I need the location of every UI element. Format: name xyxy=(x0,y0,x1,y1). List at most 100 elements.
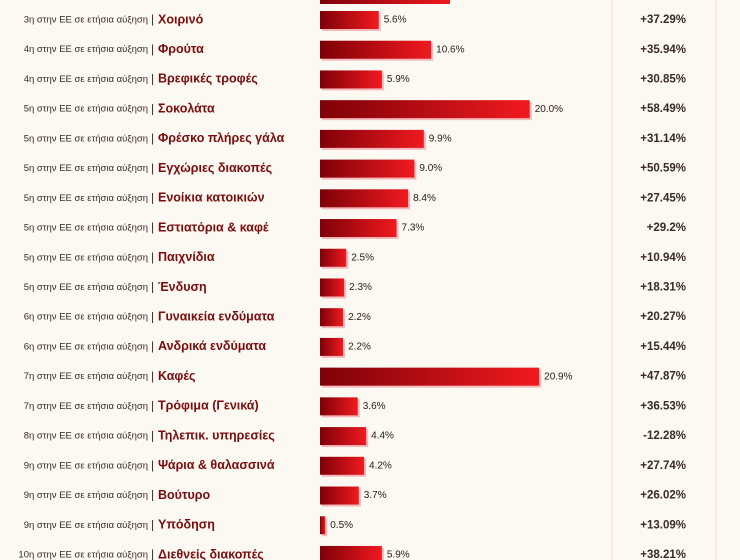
category-label: Σοκολάτα xyxy=(158,101,215,115)
value-label: 3.7% xyxy=(364,490,387,501)
rank-label: 7η στην ΕΕ σε ετήσια αύξηση xyxy=(24,371,148,382)
category-label: Καφές xyxy=(158,369,196,383)
rank-label: 5η στην ΕΕ σε ετήσια αύξηση xyxy=(24,252,148,263)
bar xyxy=(320,427,367,446)
separator: | xyxy=(151,72,154,86)
value-label: 5.9% xyxy=(387,550,410,560)
separator: | xyxy=(151,190,154,204)
separator: | xyxy=(151,517,154,531)
annual-change: +50.59% xyxy=(640,163,686,175)
separator: | xyxy=(151,161,154,175)
bar xyxy=(320,456,365,475)
category-label: Εγχώριες διακοπές xyxy=(158,161,272,175)
bar xyxy=(320,516,326,535)
rank-label: 9η στην ΕΕ σε ετήσια αύξηση xyxy=(24,460,148,471)
category-label: Ενοίκια κατοικιών xyxy=(158,191,265,205)
annual-change: +27.45% xyxy=(640,192,686,204)
value-label: 4.2% xyxy=(369,460,392,471)
rank-label: 7η στην ΕΕ σε ετήσια αύξηση xyxy=(24,401,148,412)
separator: | xyxy=(151,547,154,560)
bar xyxy=(320,70,382,89)
annual-change: +35.94% xyxy=(640,44,686,56)
rank-label: 6η στην ΕΕ σε ετήσια αύξηση xyxy=(24,341,148,352)
separator: | xyxy=(151,399,154,413)
bar xyxy=(320,219,397,238)
category-label: Ανδρικά ενδύματα xyxy=(158,339,266,353)
value-label: 10.6% xyxy=(436,44,464,55)
separator: | xyxy=(151,369,154,383)
value-label: 2.3% xyxy=(349,282,372,293)
value-label: 5.6% xyxy=(384,15,407,26)
category-label: Υπόδηση xyxy=(158,518,215,532)
rank-label: 5η στην ΕΕ σε ετήσια αύξηση xyxy=(24,282,148,293)
value-label: 2.2% xyxy=(348,312,371,323)
bar xyxy=(320,40,432,59)
annual-change: +31.14% xyxy=(640,133,686,145)
rank-label: 5η στην ΕΕ σε ετήσια αύξηση xyxy=(24,223,148,234)
value-label: 8.4% xyxy=(413,193,436,204)
value-label: 9.9% xyxy=(429,134,452,145)
bar xyxy=(320,129,424,148)
bar xyxy=(320,278,345,297)
category-label: Γυναικεία ενδύματα xyxy=(158,309,275,323)
value-label: 5.9% xyxy=(387,74,410,85)
rank-label: 8η στην ΕΕ σε ετήσια αύξηση xyxy=(24,431,148,442)
annual-change: +26.02% xyxy=(640,490,686,502)
annual-change: +29.2% xyxy=(647,222,686,234)
separator: | xyxy=(151,488,154,502)
annual-change: -12.28% xyxy=(643,430,686,442)
separator: | xyxy=(151,220,154,234)
annual-change: +47.87% xyxy=(640,371,686,383)
value-label: 20.9% xyxy=(544,371,572,382)
separator: | xyxy=(151,309,154,323)
bar xyxy=(320,248,347,267)
bar xyxy=(320,189,409,208)
annual-change: +36.53% xyxy=(640,400,686,412)
category-label: Διεθνείς διακοπές xyxy=(158,547,264,560)
separator: | xyxy=(151,42,154,56)
separator: | xyxy=(151,101,154,115)
category-label: Εστιατόρια & καφέ xyxy=(158,220,269,234)
category-label: Χοιρινό xyxy=(158,12,204,26)
value-label: 3.6% xyxy=(363,401,386,412)
category-label: Τρόφιμα (Γενικά) xyxy=(158,399,259,413)
bar xyxy=(320,486,359,505)
value-label: 2.5% xyxy=(351,252,374,263)
bar xyxy=(320,397,358,416)
annual-change: +10.94% xyxy=(640,252,686,264)
category-label: Φρούτα xyxy=(158,42,204,56)
separator: | xyxy=(151,250,154,264)
rank-label: 5η στην ΕΕ σε ετήσια αύξηση xyxy=(24,193,148,204)
annual-change: +27.74% xyxy=(640,460,686,472)
bar xyxy=(320,545,382,560)
bar xyxy=(320,337,344,356)
annual-change: +20.27% xyxy=(640,311,686,323)
bar xyxy=(320,11,379,29)
category-label: Φρέσκο πλήρες γάλα xyxy=(158,131,285,145)
category-label: Ένδυση xyxy=(158,280,207,294)
category-label: Ψάρια & θαλασσινά xyxy=(158,458,275,472)
value-label: 9.0% xyxy=(419,163,442,174)
category-label: Τηλεπικ. υπηρεσίες xyxy=(158,428,275,442)
annual-change: +38.21% xyxy=(640,549,686,560)
rank-label: 10η στην ΕΕ σε ετήσια αύξηση xyxy=(18,549,148,560)
separator: | xyxy=(151,131,154,145)
category-label: Παιχνίδια xyxy=(158,250,215,264)
annual-change: +58.49% xyxy=(640,103,686,115)
category-label: Βρεφικές τροφές xyxy=(158,72,258,86)
annual-change: +15.44% xyxy=(640,341,686,353)
separator: | xyxy=(151,458,154,472)
value-label: 7.3% xyxy=(402,223,425,234)
annual-change: +37.29% xyxy=(640,14,686,26)
rank-label: 9η στην ΕΕ σε ετήσια αύξηση xyxy=(24,490,148,501)
rank-label: 5η στην ΕΕ σε ετήσια αύξηση xyxy=(24,104,148,115)
category-label: Βούτυρο xyxy=(158,488,211,502)
separator: | xyxy=(151,280,154,294)
rank-label: 9η στην ΕΕ σε ετήσια αύξηση xyxy=(24,520,148,531)
annual-change: +13.09% xyxy=(640,519,686,531)
rank-label: 6η στην ΕΕ σε ετήσια αύξηση xyxy=(24,312,148,323)
annual-change: +30.85% xyxy=(640,73,686,85)
value-label: 2.2% xyxy=(348,342,371,353)
